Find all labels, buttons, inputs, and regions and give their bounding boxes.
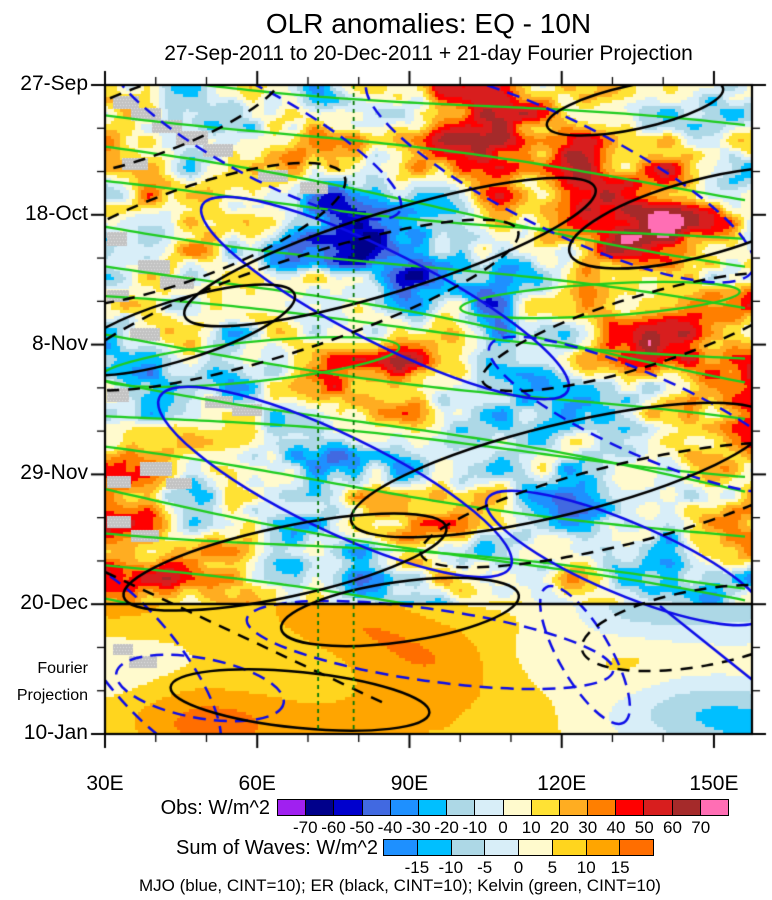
y-tick-label: 8-Nov xyxy=(31,331,88,355)
colorbar-tick-label: -10 xyxy=(462,818,488,837)
fourier-annotation-line1: Fourier xyxy=(37,660,88,677)
colorbar-tick-label: 0 xyxy=(498,818,508,837)
obs-colorbar-bar xyxy=(277,799,729,816)
x-tick-label: 150E xyxy=(689,772,739,795)
colorbar-tick-label: 10 xyxy=(521,818,541,837)
colorbar-cell xyxy=(620,840,653,855)
colorbar-tick-label: -40 xyxy=(377,818,403,837)
colorbar-cell xyxy=(475,800,504,815)
y-tick-label: 10-Jan xyxy=(23,721,88,744)
obs-colorbar-label: Obs: W/m^2 xyxy=(160,797,270,819)
x-tick-label: 90E xyxy=(390,772,429,795)
colorbar-tick-label: 5 xyxy=(547,858,558,877)
colorbar-cell xyxy=(390,800,419,815)
colorbar-cell xyxy=(616,800,645,815)
colorbar-tick-label: -70 xyxy=(292,818,318,837)
colorbar-tick-label: 60 xyxy=(663,818,682,837)
colorbar-tick-label: -10 xyxy=(438,858,464,877)
colorbar-cell xyxy=(559,800,589,815)
colorbar-cell xyxy=(451,840,486,855)
colorbar-cell xyxy=(552,840,587,855)
colorbar-cell xyxy=(306,800,335,815)
colorbar-cell xyxy=(384,840,418,855)
colorbar-cell xyxy=(418,800,448,815)
colorbar-cell xyxy=(586,840,621,855)
colorbar-tick-label: 70 xyxy=(691,818,711,837)
colorbar-cell xyxy=(503,800,532,815)
colorbar-cell xyxy=(588,800,617,815)
colorbar-tick-label: 15 xyxy=(610,858,630,877)
y-tick-label: 18-Oct xyxy=(24,201,88,225)
colorbar-tick-label: 40 xyxy=(606,818,626,837)
x-tick-label: 30E xyxy=(86,772,124,795)
y-tick-label: 27-Sep xyxy=(20,72,88,95)
y-tick-label: 29-Nov xyxy=(20,461,88,485)
colorbar-cell xyxy=(485,840,519,855)
colorbar-cell xyxy=(362,800,391,815)
colorbar-tick-label: -15 xyxy=(404,858,430,877)
colorbar-cell xyxy=(334,800,363,815)
colorbar-cell xyxy=(447,800,476,815)
colorbar-tick-label: 50 xyxy=(634,818,654,837)
colorbar-tick-label: 0 xyxy=(513,858,524,877)
colorbar-cell xyxy=(672,800,701,815)
fourier-annotation-line2: Projection xyxy=(16,687,88,704)
waves-colorbar-label: Sum of Waves: W/m^2 xyxy=(175,837,378,859)
colorbar-tick-label: -5 xyxy=(477,858,493,877)
contour-legend-footnote: MJO (blue, CINT=10); ER (black, CINT=10)… xyxy=(139,876,661,895)
colorbar-tick-label: 20 xyxy=(550,818,569,837)
colorbar-cell xyxy=(644,800,673,815)
colorbar-tick-label: -20 xyxy=(434,818,459,837)
colorbar-cell xyxy=(700,800,728,815)
colorbar-cell xyxy=(531,800,560,815)
colorbar-cell xyxy=(278,800,307,815)
y-tick-label: 20-Dec xyxy=(20,591,88,615)
colorbar-cell xyxy=(519,840,553,855)
colorbar-cell xyxy=(417,840,452,855)
colorbar-tick-label: -60 xyxy=(321,818,346,837)
colorbar-tick-label: -50 xyxy=(349,818,375,837)
waves-colorbar-bar xyxy=(383,839,654,856)
colorbar-tick-label: -30 xyxy=(405,818,431,837)
colorbar-tick-label: 10 xyxy=(576,858,596,877)
x-tick-label: 120E xyxy=(537,772,587,795)
colorbar-tick-label: 30 xyxy=(578,818,598,837)
x-tick-label: 60E xyxy=(238,772,276,795)
